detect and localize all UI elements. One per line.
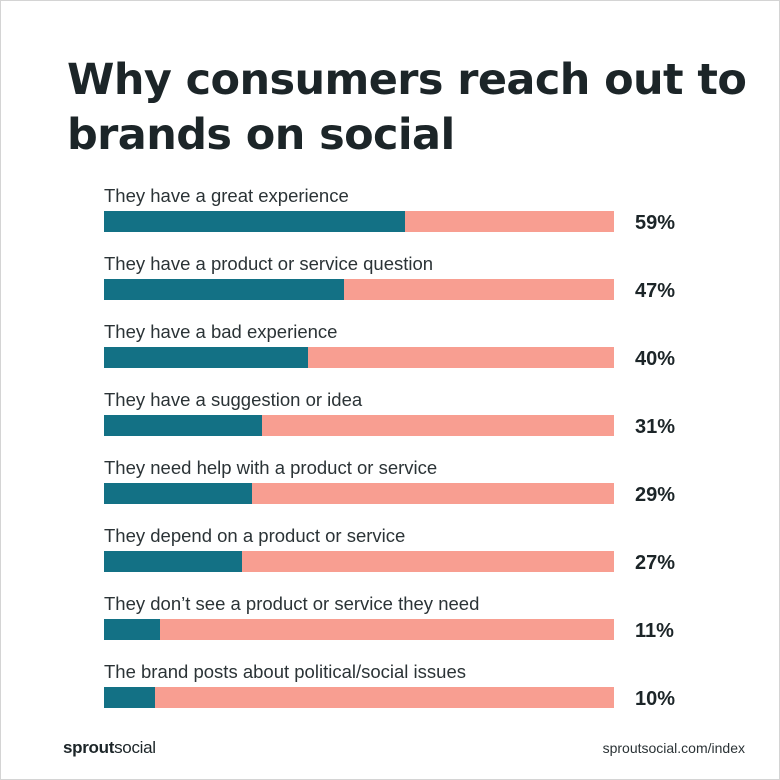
bar-track	[104, 415, 614, 436]
value-label: 11%	[635, 620, 674, 642]
bar-track	[104, 483, 614, 504]
bar-fill	[104, 279, 344, 300]
category-label: They need help with a product or service	[104, 457, 438, 478]
bar-fill	[104, 211, 405, 232]
bar-fill	[104, 687, 155, 708]
bar-row: The brand posts about political/social i…	[1, 661, 780, 721]
bar-track	[104, 619, 614, 640]
value-label: 10%	[635, 688, 676, 710]
bar-row: They have a bad experience 40%	[1, 321, 780, 381]
category-label: They have a bad experience	[104, 321, 338, 342]
value-label: 40%	[635, 348, 676, 370]
logo-regular-text: social	[114, 738, 156, 757]
bar-row: They have a product or service question 4…	[1, 253, 780, 313]
category-label: They have a suggestion or idea	[104, 389, 363, 410]
value-label: 31%	[635, 416, 676, 438]
category-label: They have a great experience	[104, 185, 349, 206]
category-label: The brand posts about political/social i…	[104, 661, 466, 682]
category-label: They depend on a product or service	[104, 525, 406, 546]
category-label: They don’t see a product or service they…	[104, 593, 480, 614]
bar-fill	[104, 483, 252, 504]
value-label: 27%	[635, 552, 676, 574]
bar-fill	[104, 619, 161, 640]
bar-track	[104, 347, 614, 368]
bar-track	[104, 211, 614, 232]
sprout-social-logo: sproutsocial	[63, 738, 156, 758]
bar-row: They have a great experience 59%	[1, 185, 780, 245]
bar-fill	[104, 347, 308, 368]
bar-row: They don’t see a product or service they…	[1, 593, 780, 653]
bar-fill	[104, 551, 242, 572]
bar-track	[104, 551, 614, 572]
bar-row: They have a suggestion or idea 31%	[1, 389, 780, 449]
chart-title: Why consumers reach out to brands on soc…	[67, 55, 747, 160]
value-label: 59%	[635, 212, 676, 234]
logo-bold-text: sprout	[63, 738, 115, 757]
bar-row: They need help with a product or service…	[1, 457, 780, 517]
bar-row: They depend on a product or service 27%	[1, 525, 780, 585]
category-label: They have a product or service question	[104, 253, 434, 274]
source-url: sproutsocial.com/index	[602, 740, 745, 756]
value-label: 47%	[635, 280, 676, 302]
bar-track	[104, 279, 614, 300]
bar-fill	[104, 415, 263, 436]
value-label: 29%	[635, 484, 676, 506]
bar-track	[104, 687, 614, 708]
